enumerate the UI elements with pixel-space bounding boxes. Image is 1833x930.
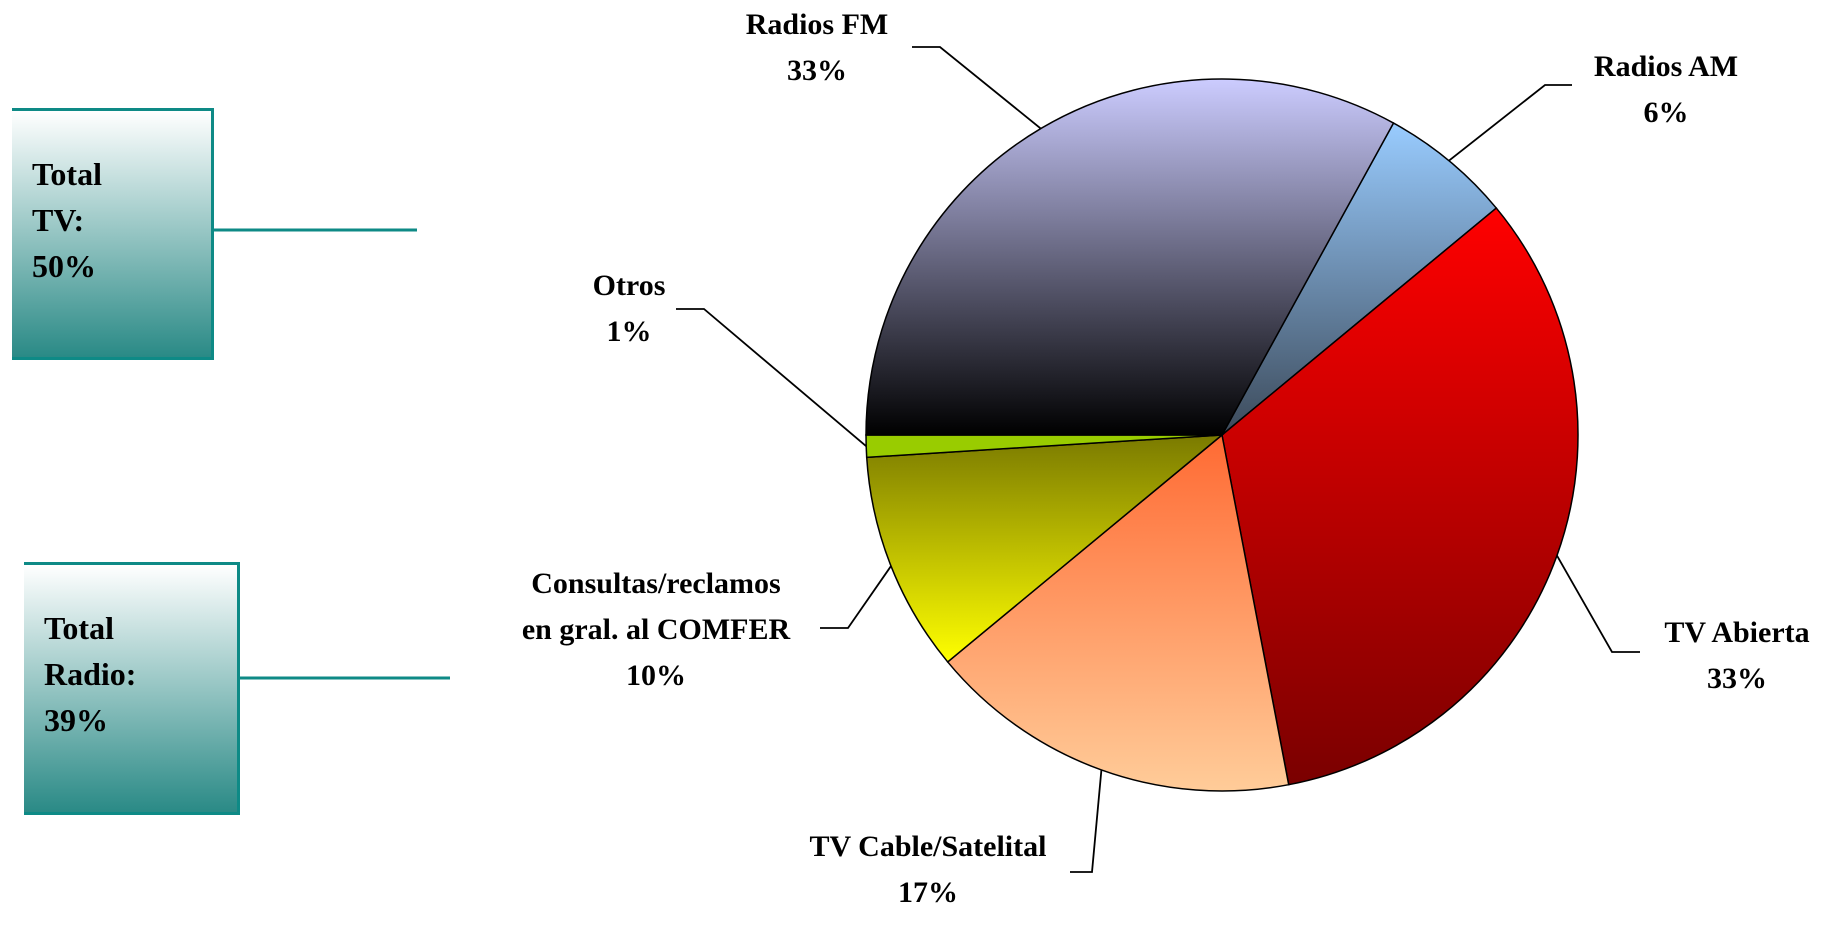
slice-label: TV Cable/Satelital 17%	[808, 824, 1048, 916]
total-box: Total Radio: 39%	[24, 562, 240, 815]
leader-line	[1556, 555, 1640, 653]
slice-name: Radios AM	[1593, 50, 1739, 83]
slice-value: 6%	[1643, 96, 1689, 129]
pie-slice	[1221, 122, 1498, 436]
slice-name: TV Abierta	[1664, 616, 1810, 649]
slice-name: Radios FM	[745, 8, 889, 41]
slice-label: Consultas/reclamos en gral. al COMFER 10%	[514, 561, 798, 699]
leader-line	[820, 565, 892, 629]
slice-name: TV Cable/Satelital	[809, 830, 1047, 863]
total-box: Total TV: 50%	[12, 108, 214, 360]
leader-line	[1070, 769, 1103, 873]
slice-value: 17%	[898, 876, 958, 909]
leader-line	[676, 308, 867, 447]
slice-name: Consultas/reclamos en gral. al COMFER	[521, 567, 791, 646]
pie-slice	[946, 433, 1290, 792]
leader-line	[912, 46, 1042, 130]
slice-value: 33%	[787, 54, 847, 87]
slice-label: Radios FM 33%	[707, 2, 927, 94]
leader-line	[1448, 84, 1572, 162]
slice-value: 33%	[1707, 662, 1767, 695]
annotation: Total Radio: 39%	[44, 610, 137, 738]
pie-slice	[865, 434, 1225, 663]
pie-slice	[865, 78, 1395, 436]
pie-slice	[1221, 207, 1579, 786]
slice-label: TV Abierta 33%	[1627, 610, 1833, 702]
slice-label: Radios AM 6%	[1536, 44, 1796, 136]
slice-value: 1%	[606, 315, 652, 348]
slice-label: Otros 1%	[549, 263, 709, 355]
slice-name: Otros	[592, 269, 666, 302]
slice-value: 10%	[626, 659, 686, 692]
annotation: Total TV: 50%	[32, 156, 102, 284]
